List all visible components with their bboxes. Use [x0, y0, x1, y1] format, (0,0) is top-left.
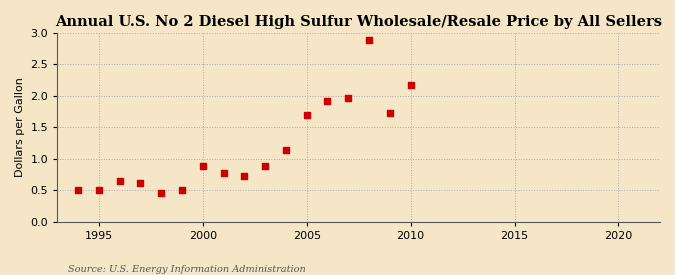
- Point: [343, 95, 354, 100]
- Point: [301, 112, 312, 117]
- Point: [73, 188, 84, 192]
- Point: [364, 38, 375, 42]
- Point: [114, 179, 125, 184]
- Title: Annual U.S. No 2 Diesel High Sulfur Wholesale/Resale Price by All Sellers: Annual U.S. No 2 Diesel High Sulfur Whol…: [55, 15, 662, 29]
- Y-axis label: Dollars per Gallon: Dollars per Gallon: [15, 77, 25, 177]
- Point: [156, 191, 167, 195]
- Point: [322, 99, 333, 103]
- Point: [94, 188, 105, 192]
- Point: [197, 164, 208, 169]
- Point: [218, 170, 229, 175]
- Point: [385, 111, 396, 115]
- Point: [260, 164, 271, 169]
- Point: [281, 148, 292, 152]
- Point: [405, 83, 416, 87]
- Text: Source: U.S. Energy Information Administration: Source: U.S. Energy Information Administ…: [68, 265, 305, 274]
- Point: [239, 174, 250, 179]
- Point: [135, 180, 146, 185]
- Point: [177, 188, 188, 192]
